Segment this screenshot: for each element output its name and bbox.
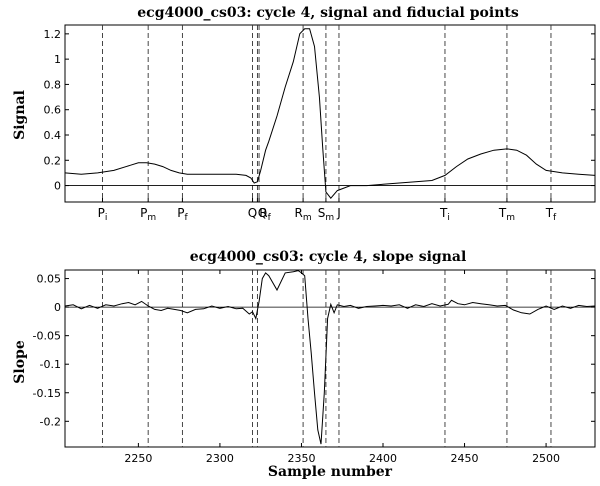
slope-y-axis-label: Slope — [12, 340, 28, 384]
slope-x-axis-label: Sample number — [268, 464, 393, 480]
signal-series-line — [64, 28, 596, 199]
slope-plot-area — [64, 269, 596, 448]
slope-y-tick-label: -0.15 — [33, 387, 61, 400]
slope-x-ticks: 2250 2300 2350 2400 2450 2500 — [124, 270, 560, 465]
slope-series-line — [64, 270, 596, 445]
slope-y-tick-label: 0.05 — [37, 273, 62, 286]
slope-y-tick-label: 0 — [54, 301, 61, 314]
slope-x-tick-label: 2250 — [124, 452, 152, 465]
fiducial-label-rm: Rm — [295, 206, 312, 223]
signal-plot-area — [64, 24, 596, 203]
fiducial-label-j: J — [336, 206, 341, 220]
fiducial-label-tf: Tf — [545, 206, 557, 223]
slope-y-tick-label: -0.1 — [40, 358, 61, 371]
fiducial-label-pi: Pi — [98, 206, 108, 223]
slope-x-tick-label: 2500 — [532, 452, 560, 465]
fiducial-label-q: Q — [248, 206, 257, 220]
signal-series — [64, 28, 596, 199]
slope-x-tick-label: 2450 — [451, 452, 479, 465]
fiducial-label-q: Q — [258, 206, 267, 220]
signal-y-tick-label: 0.6 — [44, 104, 62, 117]
fiducial-label-rf: Rf — [259, 206, 271, 223]
signal-fiducial-lines — [102, 25, 552, 202]
slope-y-ticks: 0.05 0 -0.05 -0.1 -0.15 -0.2 — [33, 273, 595, 428]
signal-y-tick-label: 0.2 — [44, 154, 62, 167]
signal-y-axis-label: Signal — [12, 90, 28, 140]
signal-y-tick-label: 1.2 — [44, 28, 62, 41]
signal-chart-title: ecg4000_cs03: cycle 4, signal and fiduci… — [137, 5, 519, 21]
slope-fiducial-lines — [102, 270, 552, 447]
slope-y-tick-label: -0.05 — [33, 330, 61, 343]
signal-panel: ecg4000_cs03: cycle 4, signal and fiduci… — [12, 5, 596, 223]
slope-series — [64, 270, 596, 445]
fiducial-label-sm: Sm — [318, 206, 334, 223]
slope-x-tick-label: 2350 — [287, 452, 315, 465]
fiducial-label-pm: Pm — [140, 206, 156, 223]
signal-y-ticks: 0 0.2 0.4 0.6 0.8 1 1.2 — [44, 28, 595, 193]
fiducial-label-pf: Pf — [177, 206, 188, 223]
slope-y-tick-label: -0.2 — [40, 415, 61, 428]
fiducial-label-ti: Ti — [439, 206, 450, 223]
slope-chart-title: ecg4000_cs03: cycle 4, slope signal — [190, 249, 467, 265]
signal-y-tick-label: 0 — [54, 180, 61, 193]
slope-x-tick-label: 2400 — [369, 452, 397, 465]
signal-y-tick-label: 0.8 — [44, 78, 62, 91]
signal-y-tick-label: 0.4 — [44, 129, 62, 142]
signal-y-tick-label: 1 — [54, 53, 61, 66]
fiducial-label-tm: Tm — [498, 206, 515, 223]
fiducial-labels: Pi Pm Pf Q QRf Rm Sm J Ti Tm Tf — [98, 198, 557, 223]
slope-x-tick-label: 2300 — [206, 452, 234, 465]
slope-panel: ecg4000_cs03: cycle 4, slope signal Slop… — [12, 249, 596, 480]
